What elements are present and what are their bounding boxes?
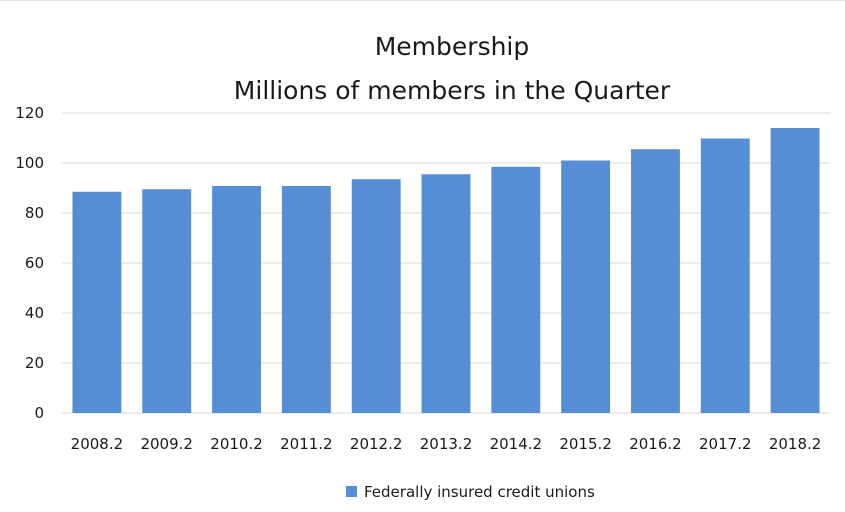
x-tick-label: 2008.2	[71, 435, 124, 453]
bar	[700, 138, 750, 413]
x-tick-label: 2016.2	[629, 435, 682, 453]
y-tick-label: 100	[15, 154, 44, 172]
bar	[212, 186, 261, 413]
chart-subtitle: Millions of members in the Quarter	[234, 76, 671, 105]
x-axis-tick-labels: 2008.2 2009.2 2010.2 2011.2 2012.2 2013.2 2014…	[71, 435, 822, 453]
x-tick-label: 2017.2	[699, 435, 752, 453]
legend-swatch	[346, 486, 357, 497]
x-tick-label: 2013.2	[420, 435, 473, 453]
legend: Federally insured credit unions	[346, 483, 595, 501]
bar	[72, 191, 122, 413]
bar	[281, 186, 331, 413]
bar	[421, 174, 471, 413]
x-tick-label: 2014.2	[490, 435, 543, 453]
chart-title: Membership	[375, 32, 530, 61]
y-tick-label: 80	[25, 204, 44, 222]
x-tick-label: 2018.2	[769, 435, 822, 453]
y-tick-label: 0	[34, 404, 44, 422]
bars	[72, 128, 820, 413]
bar	[491, 166, 541, 413]
legend-label: Federally insured credit unions	[364, 483, 595, 501]
x-tick-label: 2012.2	[350, 435, 403, 453]
bar	[351, 179, 401, 413]
y-tick-label: 20	[25, 354, 44, 372]
y-tick-label: 60	[25, 254, 44, 272]
x-tick-label: 2010.2	[210, 435, 263, 453]
bar	[631, 149, 680, 413]
bar	[770, 128, 820, 413]
y-tick-label: 120	[15, 104, 44, 122]
x-tick-label: 2015.2	[559, 435, 612, 453]
y-tick-label: 40	[25, 304, 44, 322]
y-axis-tick-labels: 0 20 40 60 80 100 120	[15, 104, 44, 422]
bar	[142, 189, 192, 413]
x-tick-label: 2009.2	[140, 435, 193, 453]
x-tick-label: 2011.2	[280, 435, 333, 453]
bar	[561, 160, 611, 413]
